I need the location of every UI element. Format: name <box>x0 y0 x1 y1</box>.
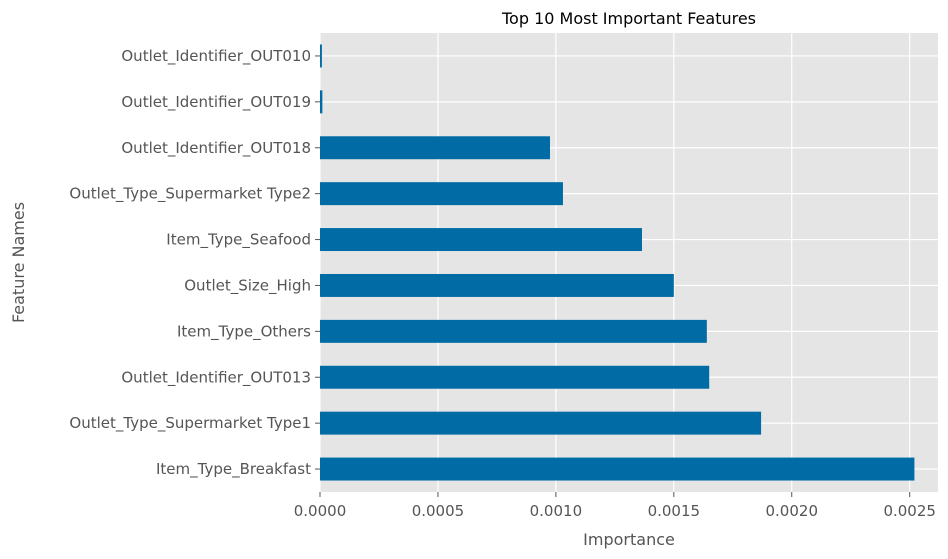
bar-item-type-seafood <box>320 228 642 252</box>
chart-title: Top 10 Most Important Features <box>501 9 756 28</box>
x-tick-label: 0.0015 <box>648 502 701 520</box>
y-tick-label: Outlet_Identifier_OUT010 <box>121 47 311 66</box>
y-tick-label: Outlet_Type_Supermarket Type2 <box>69 185 311 204</box>
x-axis-label: Importance <box>583 530 675 549</box>
x-tick-label: 0.0025 <box>883 502 936 520</box>
bars <box>320 44 915 481</box>
y-axis-label: Feature Names <box>9 202 28 323</box>
y-tick-label: Outlet_Identifier_OUT018 <box>121 139 311 158</box>
y-tick-label: Outlet_Identifier_OUT013 <box>121 368 311 387</box>
y-tick-label: Outlet_Identifier_OUT019 <box>121 93 311 112</box>
x-tick-label: 0.0005 <box>412 502 465 520</box>
x-tick-label: 0.0010 <box>530 502 583 520</box>
bar-outlet-type-supermarket-type2 <box>320 182 563 206</box>
y-tick-label: Item_Type_Seafood <box>166 231 311 250</box>
x-tick-labels: 0.0000 0.0005 0.0010 0.0015 0.0020 0.0025 <box>294 492 936 520</box>
y-tick-labels: Item_Type_Breakfast Outlet_Type_Supermark… <box>69 47 320 479</box>
bar-outlet-size-high <box>320 273 674 297</box>
bar-outlet-identifier-out018 <box>320 136 550 160</box>
bar-outlet-identifier-out010 <box>320 44 322 68</box>
y-tick-label: Outlet_Type_Supermarket Type1 <box>69 414 311 433</box>
bar-outlet-type-supermarket-type1 <box>320 411 762 435</box>
bar-outlet-identifier-out013 <box>320 365 710 389</box>
bar-item-type-breakfast <box>320 457 915 481</box>
y-tick-label: Item_Type_Breakfast <box>156 460 311 479</box>
x-tick-label: 0.0020 <box>766 502 819 520</box>
x-tick-label: 0.0000 <box>294 502 347 520</box>
bar-outlet-identifier-out019 <box>320 90 323 114</box>
y-tick-label: Outlet_Size_High <box>184 276 311 295</box>
y-tick-label: Item_Type_Others <box>177 322 311 341</box>
bar-item-type-others <box>320 319 707 343</box>
